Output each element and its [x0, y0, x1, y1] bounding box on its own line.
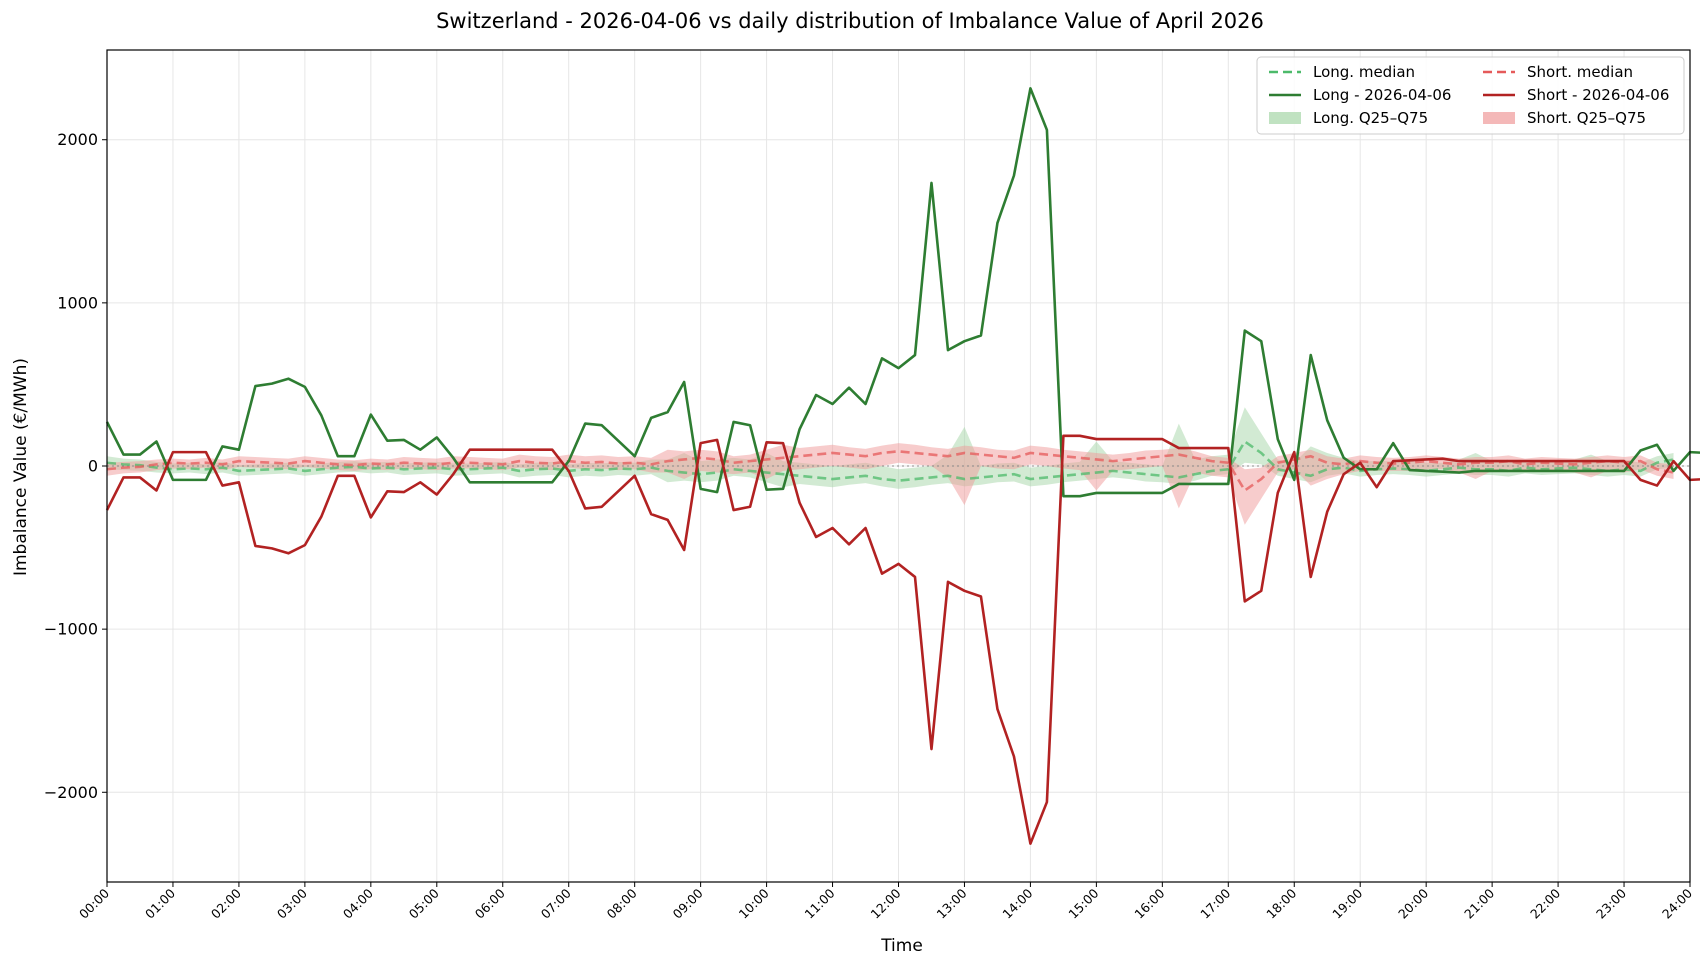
x-tick-label: 19:00 — [1329, 885, 1365, 921]
x-tick-label: 15:00 — [1065, 885, 1101, 921]
x-tick-label: 09:00 — [670, 885, 706, 921]
x-tick-label: 11:00 — [802, 885, 838, 921]
y-tick-label: 0 — [88, 457, 98, 476]
median-lines — [106, 439, 1674, 493]
y-tick-label: 1000 — [57, 293, 98, 312]
chart-title: Switzerland - 2026-04-06 vs daily distri… — [436, 9, 1264, 33]
legend: Long. median Short. median Long - 2026-04-… — [1256, 56, 1685, 135]
x-tick-label: 07:00 — [538, 885, 574, 921]
x-tick-label: 23:00 — [1593, 885, 1629, 921]
legend-swatch — [1269, 112, 1301, 124]
legend-item-long-median: Long. median — [1269, 63, 1415, 81]
y-tick-label: −1000 — [44, 620, 98, 639]
x-tick-label: 24:00 — [1659, 885, 1695, 921]
short-median-line — [106, 450, 1674, 493]
x-tick-label: 06:00 — [472, 885, 508, 921]
x-tick-label: 18:00 — [1263, 885, 1299, 921]
x-axis-ticks: 00:00 01:00 02:00 03:00 04:00 05:00 06:00 07:00… — [76, 882, 1695, 922]
legend-item-long-band: Long. Q25–Q75 — [1269, 109, 1428, 127]
long-median-line — [106, 439, 1674, 482]
legend-label: Short - 2026-04-06 — [1527, 86, 1669, 104]
legend-label: Short. median — [1527, 63, 1633, 81]
x-tick-label: 01:00 — [142, 885, 178, 921]
x-tick-label: 22:00 — [1527, 885, 1563, 921]
x-tick-label: 14:00 — [999, 885, 1035, 921]
legend-item-short-median: Short. median — [1483, 63, 1633, 81]
x-tick-label: 12:00 — [868, 885, 904, 921]
x-tick-label: 00:00 — [76, 885, 112, 921]
x-axis-label: Time — [880, 936, 923, 956]
y-tick-label: −2000 — [44, 783, 98, 802]
x-tick-label: 05:00 — [406, 885, 442, 921]
legend-item-long-day: Long - 2026-04-06 — [1269, 86, 1451, 104]
long-day-line — [105, 87, 1700, 498]
x-tick-label: 03:00 — [274, 885, 310, 921]
legend-label: Long - 2026-04-06 — [1313, 86, 1451, 104]
x-tick-label: 08:00 — [604, 885, 640, 921]
x-tick-label: 17:00 — [1197, 885, 1233, 921]
x-tick-label: 04:00 — [340, 885, 376, 921]
x-tick-label: 02:00 — [208, 885, 244, 921]
x-tick-label: 20:00 — [1395, 885, 1431, 921]
short-day-line — [105, 434, 1700, 845]
legend-label: Short. Q25–Q75 — [1527, 109, 1646, 127]
legend-swatch — [1483, 112, 1515, 124]
legend-box — [1256, 56, 1685, 135]
y-tick-label: 2000 — [57, 130, 98, 149]
legend-label: Long. median — [1313, 63, 1415, 81]
x-tick-label: 21:00 — [1461, 885, 1497, 921]
day-lines — [105, 87, 1700, 845]
x-tick-label: 16:00 — [1131, 885, 1167, 921]
legend-item-short-band: Short. Q25–Q75 — [1483, 109, 1646, 127]
x-tick-label: 10:00 — [736, 885, 772, 921]
legend-label: Long. Q25–Q75 — [1313, 109, 1428, 127]
y-axis-label: Imbalance Value (€/MWh) — [11, 358, 31, 576]
legend-item-short-day: Short - 2026-04-06 — [1483, 86, 1669, 104]
y-axis-ticks: 2000 1000 0 −1000 −2000 — [44, 130, 107, 802]
x-tick-label: 13:00 — [933, 885, 969, 921]
